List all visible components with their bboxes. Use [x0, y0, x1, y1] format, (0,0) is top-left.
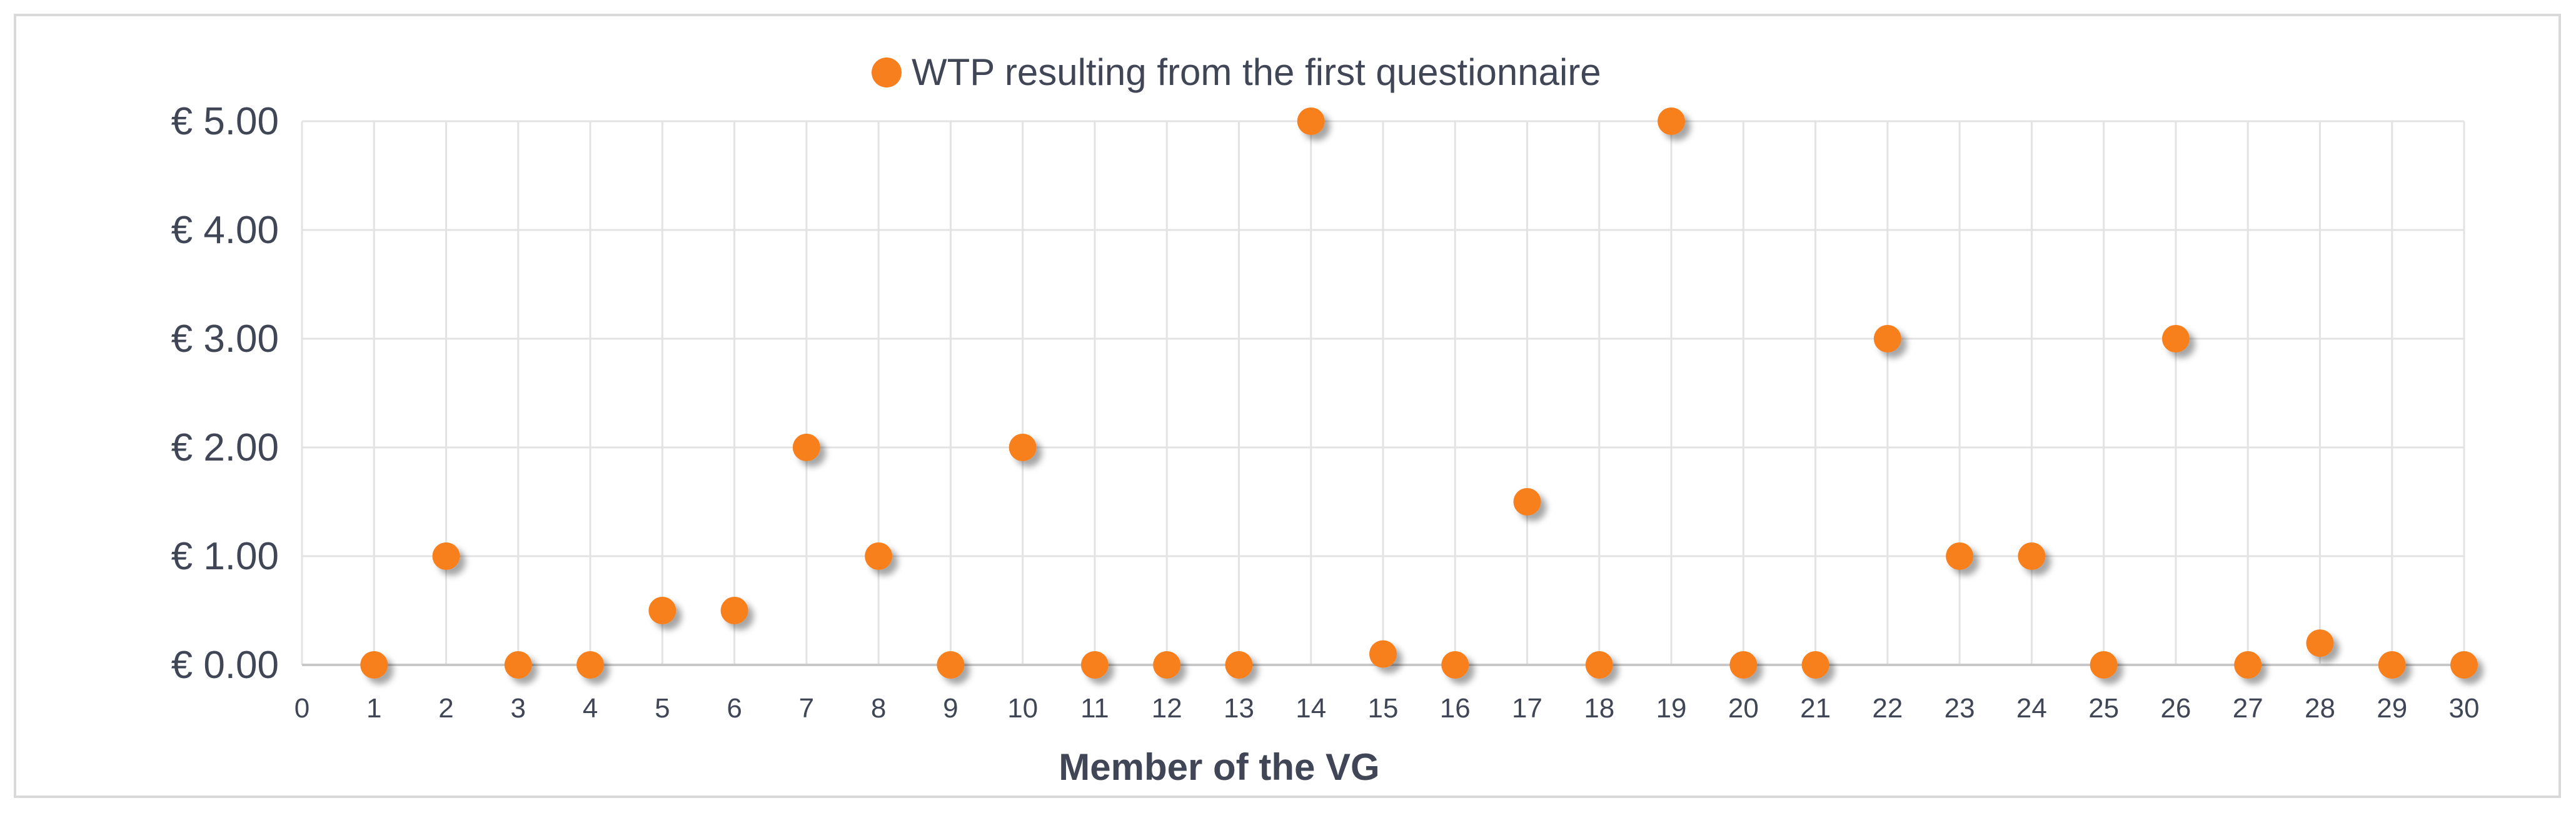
data-point: [360, 651, 388, 679]
data-point: [2378, 651, 2406, 679]
x-tick-label: 2: [438, 693, 453, 724]
data-point: [1658, 107, 1686, 135]
legend-label: WTP resulting from the first questionnai…: [912, 51, 1601, 93]
x-tick-label: 11: [1080, 693, 1109, 724]
x-tick-label: 14: [1296, 693, 1326, 724]
data-point: [1009, 434, 1037, 461]
data-point: [2161, 325, 2190, 352]
data-point: [1153, 651, 1181, 679]
x-tick-label: 7: [799, 693, 814, 724]
y-tick-label: € 1.00: [171, 535, 279, 578]
x-tick-label: 12: [1152, 693, 1182, 724]
legend: WTP resulting from the first questionnai…: [872, 51, 1601, 93]
y-tick-label: € 4.00: [171, 209, 279, 252]
data-point: [1513, 488, 1541, 516]
data-point: [1297, 107, 1325, 135]
x-tick-label: 9: [943, 693, 958, 724]
data-point: [1080, 651, 1109, 679]
x-tick-label: 24: [2016, 693, 2047, 724]
x-tick-label: 25: [2088, 693, 2119, 724]
x-tick-label: 1: [366, 693, 381, 724]
x-tick-label: 26: [2160, 693, 2191, 724]
x-tick-label: 0: [294, 693, 309, 724]
data-point: [2018, 542, 2046, 570]
x-tick-label: 28: [2305, 693, 2335, 724]
x-tick-label: 3: [511, 693, 526, 724]
x-tick-label: 5: [655, 693, 670, 724]
data-point: [1873, 325, 1901, 352]
y-tick-label: € 3.00: [171, 317, 279, 361]
x-tick-label: 4: [583, 693, 598, 724]
x-tick-label: 27: [2233, 693, 2263, 724]
data-point: [2090, 651, 2118, 679]
data-point: [1441, 651, 1469, 679]
x-tick-label: 16: [1440, 693, 1471, 724]
x-tick-label: 23: [1945, 693, 1975, 724]
data-point: [1585, 651, 1613, 679]
x-tick-label: 21: [1800, 693, 1831, 724]
x-tick-label: 29: [2377, 693, 2407, 724]
data-point: [432, 542, 460, 570]
x-tick-label: 20: [1728, 693, 1759, 724]
data-point: [1369, 640, 1397, 668]
data-point: [504, 651, 532, 679]
x-tick-label: 15: [1368, 693, 1399, 724]
data-point: [937, 651, 965, 679]
y-tick-label: € 2.00: [171, 426, 279, 469]
data-point: [2450, 651, 2478, 679]
data-point: [2306, 629, 2334, 657]
x-tick-label: 22: [1872, 693, 1903, 724]
scatter-chart: WTP resulting from the first questionnai…: [171, 51, 2480, 788]
legend-marker: [872, 57, 902, 87]
data-point: [1801, 651, 1829, 679]
data-point: [1729, 651, 1758, 679]
x-tick-label: 13: [1224, 693, 1254, 724]
x-tick-label: 10: [1007, 693, 1038, 724]
x-tick-label: 17: [1512, 693, 1542, 724]
data-point: [576, 651, 605, 679]
x-tick-label: 6: [727, 693, 742, 724]
y-tick-label: € 0.00: [171, 644, 279, 687]
data-point: [648, 597, 677, 624]
data-point: [1225, 651, 1253, 679]
data-point: [792, 434, 820, 461]
data-point: [720, 597, 748, 624]
x-tick-label: 19: [1656, 693, 1687, 724]
data-point: [865, 542, 893, 570]
x-tick-label: 8: [871, 693, 886, 724]
x-axis-label: Member of the VG: [1059, 746, 1379, 788]
data-point: [2234, 651, 2262, 679]
data-point: [1946, 542, 1974, 570]
x-tick-label: 18: [1584, 693, 1614, 724]
x-tick-label: 30: [2449, 693, 2480, 724]
y-tick-label: € 5.00: [171, 100, 279, 143]
chart-frame: WTP resulting from the first questionnai…: [14, 14, 2561, 798]
